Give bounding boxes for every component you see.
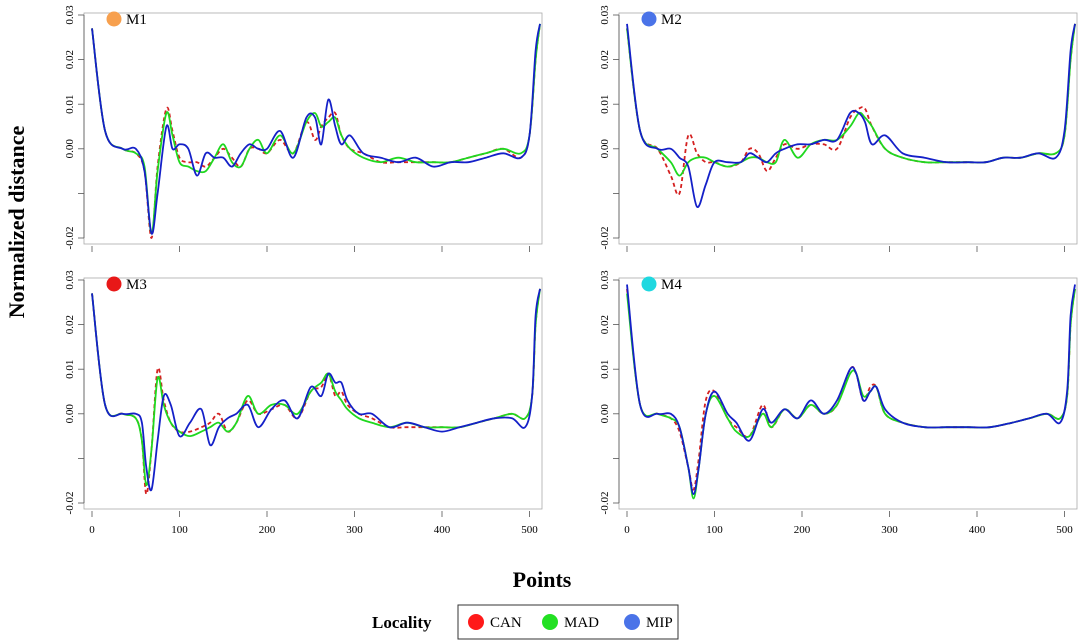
- panel-marker-icon: [641, 276, 657, 292]
- legend-label: MAD: [564, 615, 599, 631]
- y-tick-label: 0.00: [599, 139, 611, 159]
- y-tick-label: 0.03: [599, 270, 611, 290]
- series-line-mip: [626, 23, 1076, 208]
- panel-marker-icon: [106, 276, 122, 292]
- y-tick-label: 0.02: [64, 315, 76, 334]
- series-line-can: [626, 288, 1076, 491]
- y-tick-label: 0.01: [64, 360, 76, 379]
- x-tick-label: 500: [521, 524, 538, 536]
- series-line-mip: [91, 23, 541, 235]
- panel-marker-icon: [106, 11, 122, 27]
- panel-title: M4: [661, 277, 682, 293]
- series-line-mip: [626, 284, 1076, 496]
- y-tick-label: -0.02: [599, 492, 611, 515]
- y-tick-label: 0.00: [64, 139, 76, 159]
- y-tick-label: 0.00: [599, 404, 611, 424]
- legend-item-mip: MIP: [624, 614, 673, 631]
- x-tick-label: 200: [794, 524, 811, 536]
- panel-m2: -0.02 0.00 0.01 0.02 0.03 M2: [599, 5, 1078, 252]
- x-tick-label: 0: [624, 524, 630, 536]
- series-line-mip: [91, 288, 541, 492]
- x-axis-title: Points: [513, 567, 572, 592]
- panel-frame: [618, 277, 1078, 510]
- series-line-mad: [626, 23, 1076, 177]
- x-tick-label: 200: [259, 524, 276, 536]
- panel-title: M2: [661, 12, 682, 28]
- series-line-mad: [91, 288, 541, 487]
- y-axis-title: Normalized distance: [4, 126, 29, 319]
- y-tick-label: 0.01: [599, 360, 611, 379]
- panel-title: M1: [126, 12, 147, 28]
- panel-frame: [83, 277, 543, 510]
- legend-label: MIP: [646, 615, 673, 631]
- y-tick-label: 0.01: [599, 95, 611, 114]
- x-tick-label: 400: [434, 524, 451, 536]
- y-tick-label: 0.03: [64, 5, 76, 25]
- panel-marker-icon: [641, 11, 657, 27]
- x-tick-label: 100: [706, 524, 723, 536]
- x-tick-label: 300: [346, 524, 363, 536]
- y-tick-label: -0.02: [599, 227, 611, 250]
- y-tick-label: 0.02: [599, 315, 611, 334]
- series-line-can: [91, 23, 541, 239]
- x-tick-label: 0: [89, 524, 95, 536]
- y-tick-label: 0.00: [64, 404, 76, 424]
- x-tick-label: 400: [969, 524, 986, 536]
- y-tick-label: 0.02: [599, 50, 611, 69]
- panels-group: -0.02 0.00 0.01 0.02 0.03 M1 -0.02 0.00 0.01 0.02…: [64, 5, 1078, 536]
- x-tick-label: 100: [171, 524, 188, 536]
- panel-m1: -0.02 0.00 0.01 0.02 0.03 M1: [64, 5, 543, 252]
- series-line-mad: [91, 23, 541, 235]
- legend-item-mad: MAD: [542, 614, 599, 631]
- panel-m3: -0.02 0.00 0.01 0.02 0.03 0 100 200 300 400 500 M3: [64, 270, 543, 536]
- y-tick-label: 0.03: [599, 5, 611, 25]
- series-line-can: [626, 23, 1076, 196]
- x-tick-label: 500: [1056, 524, 1073, 536]
- panel-title: M3: [126, 277, 147, 293]
- y-tick-label: 0.03: [64, 270, 76, 290]
- legend-marker-icon: [468, 614, 484, 630]
- legend-marker-icon: [624, 614, 640, 630]
- panel-frame: [83, 12, 543, 245]
- x-tick-label: 300: [881, 524, 898, 536]
- legend-marker-icon: [542, 614, 558, 630]
- y-tick-label: 0.02: [64, 50, 76, 69]
- legend: Locality CAN MAD MIP: [372, 604, 679, 640]
- legend-label: CAN: [490, 615, 522, 631]
- y-tick-label: 0.01: [64, 95, 76, 114]
- y-tick-label: -0.02: [64, 227, 76, 250]
- series-line-mad: [626, 288, 1076, 500]
- panel-m4: -0.02 0.00 0.01 0.02 0.03 0 100 200 300 400 500 M4: [599, 270, 1078, 536]
- legend-box: [457, 604, 679, 640]
- legend-title: Locality: [372, 613, 432, 632]
- legend-item-can: CAN: [468, 614, 522, 631]
- y-tick-label: -0.02: [64, 492, 76, 515]
